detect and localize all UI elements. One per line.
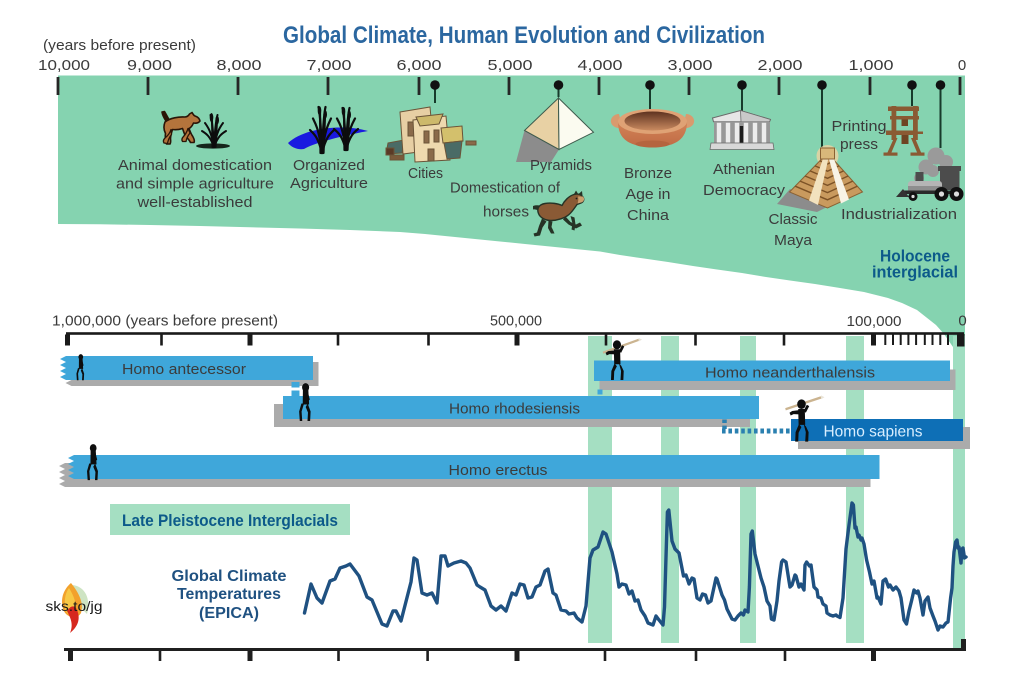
svg-text:interglacial: interglacial: [872, 263, 958, 282]
svg-text:500,000: 500,000: [490, 313, 542, 330]
svg-text:5,000: 5,000: [488, 57, 533, 74]
svg-text:Age in: Age in: [626, 186, 671, 203]
svg-text:China: China: [627, 207, 670, 224]
svg-text:Homo erectus: Homo erectus: [449, 462, 548, 479]
svg-text:Pyramids: Pyramids: [530, 157, 592, 174]
svg-text:Holocene: Holocene: [880, 247, 950, 266]
svg-text:Global Climate: Global Climate: [172, 568, 287, 585]
svg-text:Industrialization: Industrialization: [841, 206, 957, 223]
svg-text:8,000: 8,000: [217, 57, 262, 74]
svg-text:Cities: Cities: [408, 165, 443, 182]
svg-text:4,000: 4,000: [578, 57, 623, 74]
svg-text:Printing: Printing: [832, 118, 887, 135]
svg-text:Homo antecessor: Homo antecessor: [122, 361, 246, 378]
svg-text:Organized: Organized: [293, 157, 365, 174]
svg-text:1,000,000 (years before presen: 1,000,000 (years before present): [52, 313, 278, 330]
svg-text:(years before present): (years before present): [43, 37, 196, 54]
svg-text:Democracy: Democracy: [703, 182, 786, 199]
svg-text:Animal domestication: Animal domestication: [118, 157, 272, 174]
svg-text:100,000: 100,000: [847, 313, 902, 330]
svg-text:horses: horses: [483, 204, 529, 221]
svg-text:Global Climate, Human Evolutio: Global Climate, Human Evolution and Civi…: [283, 22, 765, 49]
svg-text:Homo neanderthalensis: Homo neanderthalensis: [705, 365, 875, 382]
svg-text:Athenian: Athenian: [713, 161, 775, 178]
svg-text:Homo rhodesiensis: Homo rhodesiensis: [449, 401, 580, 418]
svg-text:and simple agriculture: and simple agriculture: [116, 176, 274, 193]
svg-text:press: press: [840, 136, 878, 153]
svg-text:well-established: well-established: [136, 194, 252, 211]
svg-text:7,000: 7,000: [307, 57, 352, 74]
svg-text:Agriculture: Agriculture: [290, 175, 368, 192]
svg-text:sks.to/jg: sks.to/jg: [46, 598, 103, 614]
svg-text:Temperatures: Temperatures: [177, 586, 281, 603]
svg-text:2,000: 2,000: [758, 57, 803, 74]
svg-text:10,000: 10,000: [38, 57, 90, 74]
svg-text:0: 0: [958, 313, 966, 330]
svg-text:3,000: 3,000: [668, 57, 713, 74]
svg-text:(EPICA): (EPICA): [199, 605, 259, 622]
svg-text:Domestication of: Domestication of: [450, 180, 561, 197]
svg-text:Classic: Classic: [769, 211, 819, 228]
svg-text:1,000: 1,000: [849, 57, 894, 74]
svg-text:6,000: 6,000: [397, 57, 442, 74]
svg-text:Late Pleistocene Interglacials: Late Pleistocene Interglacials: [122, 512, 338, 530]
svg-text:Bronze: Bronze: [624, 165, 672, 182]
svg-text:0: 0: [958, 57, 966, 74]
svg-text:Maya: Maya: [774, 232, 813, 249]
svg-text:9,000: 9,000: [127, 57, 172, 74]
svg-text:Homo sapiens: Homo sapiens: [824, 424, 923, 441]
